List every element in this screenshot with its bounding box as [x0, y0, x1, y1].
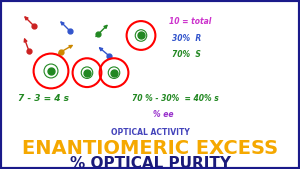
Text: 70 % - 30%  = 40% s: 70 % - 30% = 40% s — [132, 93, 219, 103]
Text: 10 = total: 10 = total — [169, 17, 212, 27]
Text: 70%  S: 70% S — [172, 50, 201, 59]
Text: % ee: % ee — [153, 110, 173, 119]
Text: 7 - 3 = 4 s: 7 - 3 = 4 s — [18, 93, 69, 103]
Text: ENANTIOMERIC EXCESS: ENANTIOMERIC EXCESS — [22, 139, 278, 158]
Text: 30%  R: 30% R — [172, 34, 202, 43]
Text: % OPTICAL PURITY: % OPTICAL PURITY — [70, 156, 230, 169]
Text: OPTICAL ACTIVITY: OPTICAL ACTIVITY — [111, 128, 189, 137]
